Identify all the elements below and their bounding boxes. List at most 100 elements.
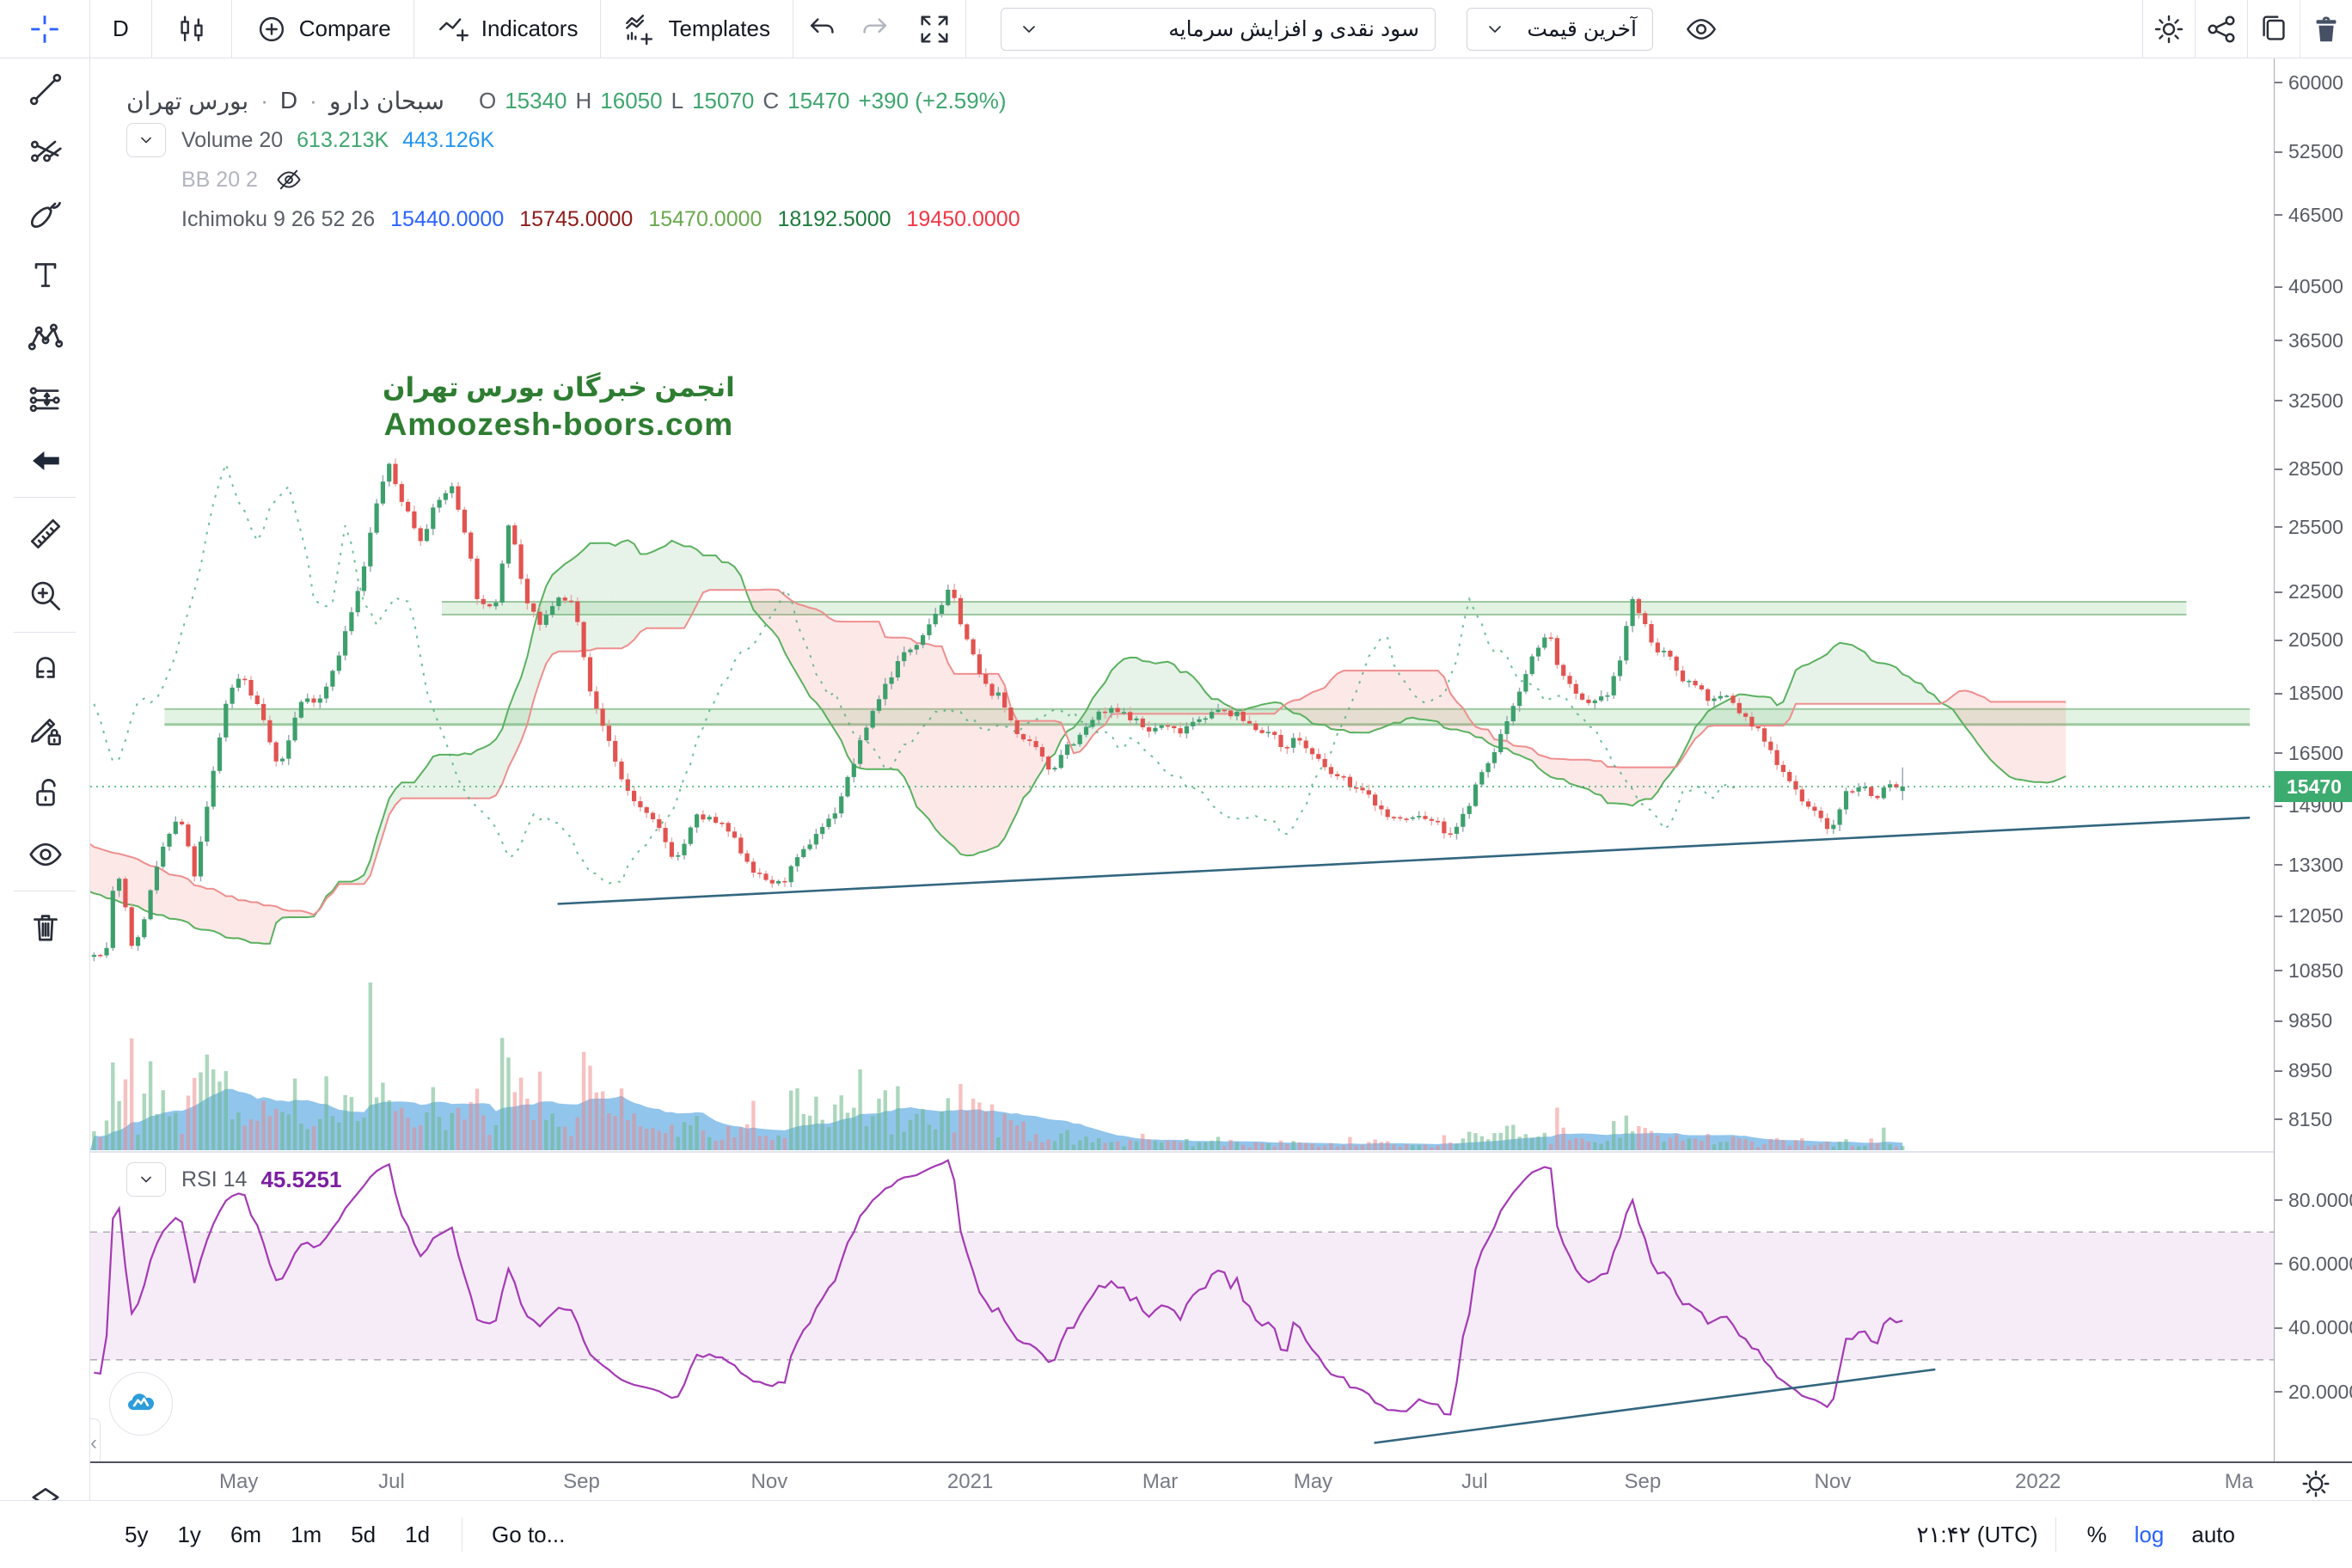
range-1m-button[interactable]: 1m	[291, 1521, 322, 1547]
price-tick: 8950	[2275, 1059, 2332, 1082]
crosshair-tool-button[interactable]	[0, 0, 90, 58]
rsi-tick: 20.0000	[2275, 1381, 2352, 1403]
settings-gear-icon[interactable]	[2152, 12, 2186, 46]
gann-fibonacci-icon	[27, 132, 64, 170]
pattern-xabcd-tool[interactable]	[0, 306, 90, 368]
log-scale-button[interactable]: log	[2134, 1521, 2165, 1547]
ichimoku-value: 18192.5000	[777, 206, 891, 231]
range-6m-button[interactable]: 6m	[230, 1521, 262, 1547]
ichimoku-legend-row: Ichimoku 9 26 52 26 15440.0000 15745.0000…	[126, 199, 1020, 239]
price-tick: 36500	[2275, 329, 2343, 352]
price-tick: 8150	[2275, 1108, 2332, 1130]
fullscreen-icon[interactable]	[917, 12, 952, 46]
brush-tool[interactable]	[0, 182, 90, 244]
range-1d-button[interactable]: 1d	[405, 1521, 431, 1547]
range-1y-button[interactable]: 1y	[177, 1521, 201, 1547]
redo-icon[interactable]	[857, 12, 891, 46]
compare-label: Compare	[298, 15, 391, 41]
adjustment-dropdown[interactable]: سود نقدی و افزایش سرمایه	[1000, 7, 1436, 51]
indicators-button[interactable]: Indicators	[414, 0, 602, 58]
interval-button[interactable]: D	[90, 0, 152, 58]
volume-ma-value: 443.126K	[402, 127, 495, 152]
percent-scale-button[interactable]: %	[2086, 1521, 2107, 1547]
volume-label: Volume 20	[181, 127, 284, 152]
trend-line-tool[interactable]	[0, 58, 90, 120]
pencil-lock-icon	[27, 712, 64, 750]
watermark-line2: Amoozesh-boors.com	[383, 406, 734, 442]
forecast-tool[interactable]	[0, 368, 90, 430]
collapse-legend-button[interactable]	[126, 123, 166, 157]
top-toolbar: D Compare Indicators Templates سود نقدی …	[0, 0, 2352, 58]
ohlc-values: O 15340 H 16050 L 15070 C 15470 +390 (+2.59%…	[478, 87, 1007, 113]
text-tool[interactable]	[0, 244, 90, 306]
auto-scale-button[interactable]: auto	[2191, 1521, 2235, 1547]
exchange-name: بورس تهران	[126, 87, 249, 114]
pane-divider[interactable]	[90, 1151, 2274, 1153]
price-axis[interactable]: 60000 52500 46500 40500 36500 32500 28500 25500…	[2274, 58, 2352, 1461]
price-tick: 52500	[2275, 140, 2343, 163]
drawing-lock-tool[interactable]	[0, 700, 90, 762]
goto-button[interactable]: Go to...	[492, 1521, 566, 1547]
price-tick: 22500	[2275, 580, 2343, 603]
chevron-down-icon	[1483, 17, 1507, 41]
price-tick: 25500	[2275, 516, 2343, 538]
bb-legend-row: BB 20 2	[126, 160, 1020, 199]
bb-visibility-toggle[interactable]	[275, 166, 303, 193]
chart-style-button[interactable]	[152, 0, 232, 58]
symbol-title-row[interactable]: بورس تهران · D · سبحان دارو O 15340 H 1605…	[126, 87, 1007, 114]
time-tick: May	[1293, 1470, 1333, 1493]
ichimoku-value: 15745.0000	[519, 206, 634, 231]
provider-logo-button[interactable]	[109, 1372, 173, 1436]
price-tick: 28500	[2275, 457, 2343, 481]
delete-chart-icon[interactable]	[2309, 12, 2343, 46]
arrow-tool[interactable]	[0, 430, 90, 492]
zoom-in-icon	[27, 577, 64, 615]
range-buttons: 5y 1y 6m 1m 5d 1d	[110, 1522, 444, 1548]
main-chart-svg[interactable]	[90, 58, 2274, 1152]
timezone-clock[interactable]: ۲۱:۴۲ (UTC)	[1916, 1521, 2038, 1547]
gann-fibonacci-tool[interactable]	[0, 120, 90, 182]
time-axis[interactable]: May Jul Sep Nov 2021 Mar May Jul Sep Nov 2022 Ma	[90, 1461, 2352, 1500]
magnet-tool[interactable]	[0, 638, 90, 700]
indicators-icon	[437, 12, 471, 46]
text-icon	[27, 256, 64, 294]
compare-plus-icon	[254, 12, 289, 46]
share-icon[interactable]	[2204, 12, 2239, 46]
measure-ruler-tool[interactable]	[0, 503, 90, 565]
hide-drawings-tool[interactable]	[0, 824, 90, 885]
compare-button[interactable]: Compare	[232, 0, 414, 58]
ichimoku-value: 15440.0000	[390, 206, 505, 231]
volume-legend-row: Volume 20 613.213K 443.126K	[126, 120, 1020, 160]
watchlist-eye-icon[interactable]	[1684, 12, 1718, 46]
price-type-dropdown-value: آخرین قیمت	[1527, 16, 1637, 41]
ichimoku-label: Ichimoku 9 26 52 26	[181, 206, 376, 231]
remove-drawings-tool[interactable]	[0, 897, 90, 959]
zoom-in-tool[interactable]	[0, 565, 90, 627]
undo-icon[interactable]	[805, 12, 840, 46]
templates-button[interactable]: Templates	[601, 0, 793, 58]
price-tick: 16500	[2275, 742, 2343, 764]
chart-area[interactable]: انجمن خبرگان بورس تهران Amoozesh-boors.c…	[90, 58, 2274, 1461]
sidebar-collapse-handle[interactable]: ‹	[90, 1418, 101, 1461]
time-tick: Jul	[378, 1470, 405, 1493]
lock-all-tool[interactable]	[0, 762, 90, 824]
drawing-toolbar	[0, 58, 90, 1568]
range-5y-button[interactable]: 5y	[125, 1521, 149, 1547]
collapse-rsi-button[interactable]	[126, 1162, 166, 1197]
eye-off-icon	[275, 166, 303, 193]
session-sun-icon[interactable]	[2299, 1467, 2333, 1505]
interval-value: D	[279, 87, 298, 113]
forecast-icon	[27, 380, 64, 418]
time-tick: Mar	[1142, 1470, 1179, 1493]
adjustment-dropdown-value: سود نقدی و افزایش سرمایه	[1168, 16, 1419, 41]
rsi-chart-svg[interactable]	[90, 1152, 2274, 1461]
chart-legend: بورس تهران · D · سبحان دارو O 15340 H 1605…	[126, 81, 1020, 239]
range-5d-button[interactable]: 5d	[351, 1521, 377, 1547]
snapshot-icon[interactable]	[2257, 12, 2291, 46]
price-type-dropdown[interactable]: آخرین قیمت	[1466, 7, 1653, 51]
price-tick: 12050	[2275, 904, 2343, 928]
price-tick: 9850	[2275, 1009, 2332, 1032]
rsi-legend-row: RSI 14 45.5251	[126, 1162, 341, 1197]
price-tick: 13300	[2275, 854, 2343, 876]
